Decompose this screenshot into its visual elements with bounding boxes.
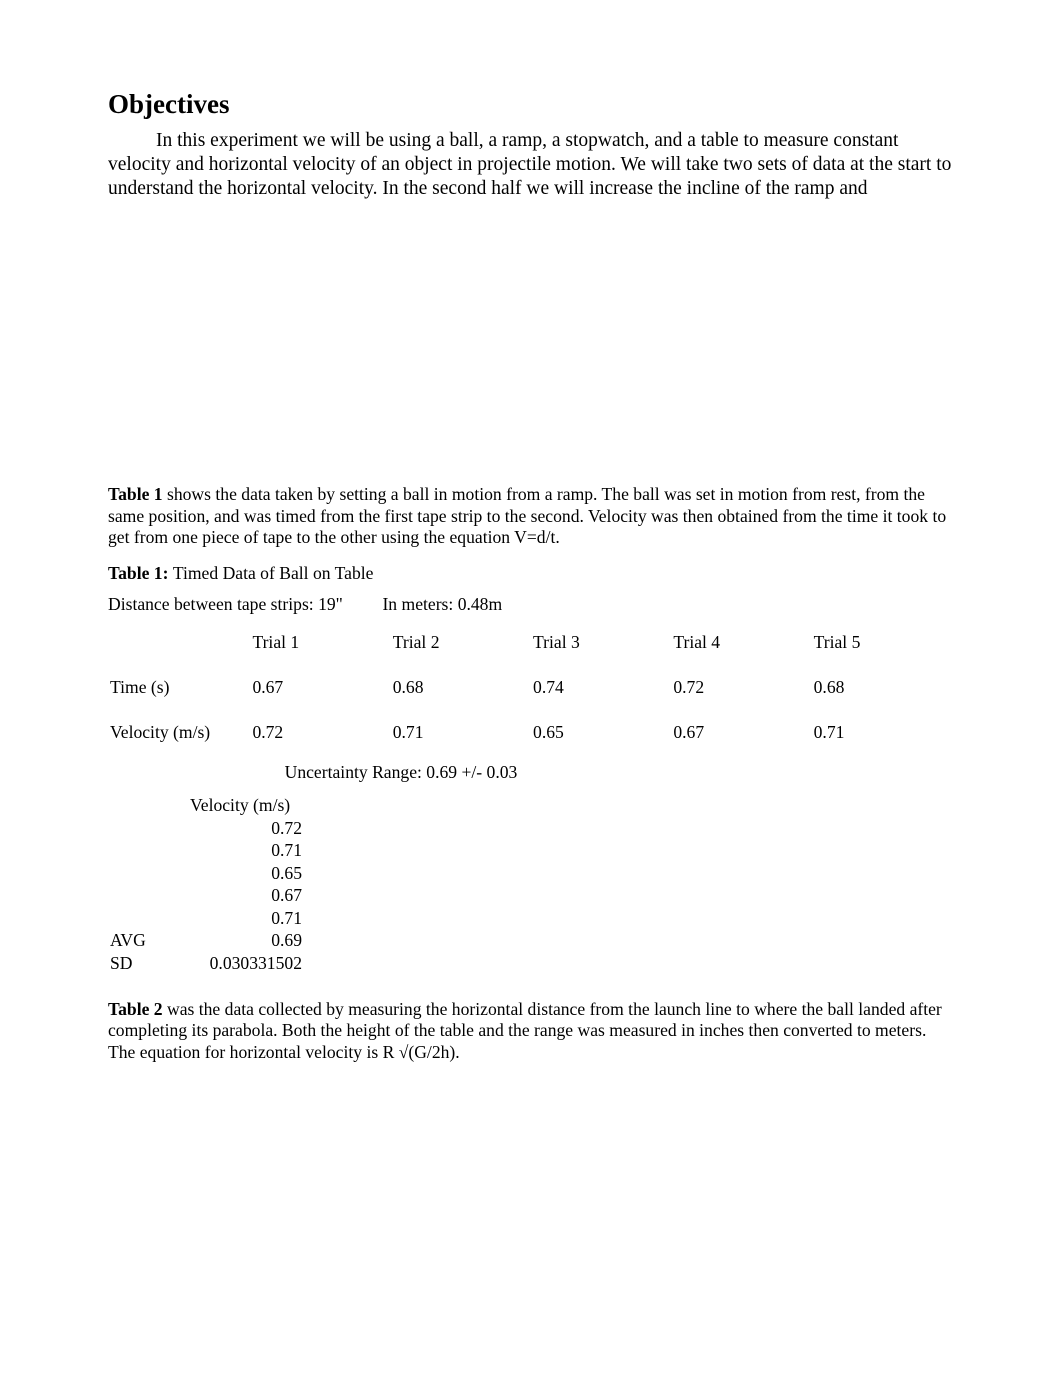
stat-val: 0.71 <box>190 908 310 930</box>
cell: 0.68 <box>393 665 533 710</box>
cell: 0.71 <box>814 710 954 755</box>
cell: 0.67 <box>673 710 813 755</box>
cell: 0.65 <box>533 710 673 755</box>
table1-caption-text: shows the data taken by setting a ball i… <box>108 484 946 547</box>
table-row: SD 0.030331502 <box>110 953 310 975</box>
cell: 0.74 <box>533 665 673 710</box>
row-label-time: Time (s) <box>108 665 252 710</box>
section-heading: Objectives <box>108 88 954 121</box>
col-header: Trial 4 <box>673 620 813 665</box>
cell: 0.67 <box>252 665 392 710</box>
empty-cell <box>110 795 190 817</box>
distance-inches: Distance between tape strips: 19" <box>108 594 343 614</box>
empty-header <box>108 620 252 665</box>
sd-value: 0.030331502 <box>190 953 310 975</box>
table2-caption: Table 2 was the data collected by measur… <box>108 999 954 1063</box>
cell: 0.68 <box>814 665 954 710</box>
table-row: AVG 0.69 <box>110 930 310 952</box>
table-row: 0.71 <box>110 908 310 930</box>
sd-label: SD <box>110 953 190 975</box>
cell: 0.72 <box>673 665 813 710</box>
cell: 0.72 <box>252 710 392 755</box>
col-header: Trial 1 <box>252 620 392 665</box>
table-row: Trial 1 Trial 2 Trial 3 Trial 4 Trial 5 <box>108 620 954 665</box>
table1-caption: Table 1 shows the data taken by setting … <box>108 484 954 548</box>
avg-label: AVG <box>110 930 190 952</box>
table-row: 0.67 <box>110 885 310 907</box>
stat-val: 0.67 <box>190 885 310 907</box>
avg-value: 0.69 <box>190 930 310 952</box>
table1-title: Table 1: Timed Data of Ball on Table <box>108 563 954 584</box>
table2-caption-text: was the data collected by measuring the … <box>108 999 942 1062</box>
distance-meters: In meters: 0.48m <box>382 594 502 614</box>
table-row: Time (s) 0.67 0.68 0.74 0.72 0.68 <box>108 665 954 710</box>
table1-caption-label: Table 1 <box>108 484 163 504</box>
stats-header: Velocity (m/s) <box>190 795 310 817</box>
blank-space <box>108 214 954 484</box>
table1-title-bold: Table 1: <box>108 563 173 583</box>
stat-val: 0.72 <box>190 818 310 840</box>
cell: 0.71 <box>393 710 533 755</box>
table1-title-rest: Timed Data of Ball on Table <box>173 563 374 583</box>
col-header: Trial 5 <box>814 620 954 665</box>
table-row: 0.72 <box>110 818 310 840</box>
table2-caption-label: Table 2 <box>108 999 163 1019</box>
stat-val: 0.71 <box>190 840 310 862</box>
objectives-paragraph: In this experiment we will be using a ba… <box>108 129 954 200</box>
col-header: Trial 2 <box>393 620 533 665</box>
trials-table: Trial 1 Trial 2 Trial 3 Trial 4 Trial 5 … <box>108 620 954 756</box>
table-row: Velocity (m/s) 0.72 0.71 0.65 0.67 0.71 <box>108 710 954 755</box>
row-label-velocity: Velocity (m/s) <box>108 710 252 755</box>
table-row: 0.65 <box>110 863 310 885</box>
uncertainty-range: Uncertainty Range: 0.69 +/- 0.03 <box>108 762 954 783</box>
distance-line: Distance between tape strips: 19" In met… <box>108 594 954 615</box>
table-row: Velocity (m/s) <box>110 795 310 817</box>
table-row: 0.71 <box>110 840 310 862</box>
stats-table: Velocity (m/s) 0.72 0.71 0.65 0.67 0.71 … <box>110 795 310 975</box>
stat-val: 0.65 <box>190 863 310 885</box>
col-header: Trial 3 <box>533 620 673 665</box>
